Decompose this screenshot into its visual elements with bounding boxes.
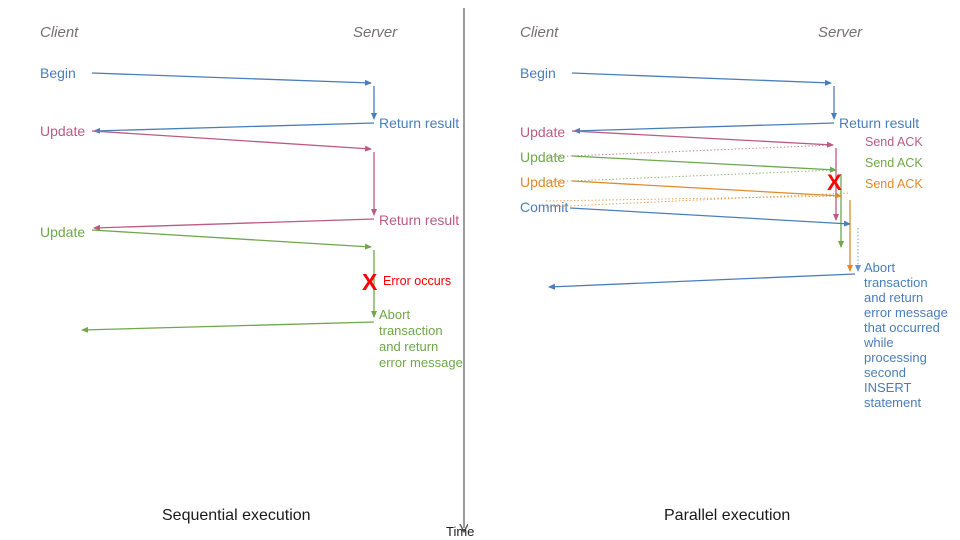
svg-text:Sequential execution: Sequential execution bbox=[162, 507, 311, 524]
svg-text:Begin: Begin bbox=[40, 65, 76, 81]
svg-text:Server: Server bbox=[818, 24, 863, 41]
svg-text:and return: and return bbox=[864, 290, 923, 305]
svg-text:Update: Update bbox=[40, 123, 85, 139]
svg-text:X: X bbox=[827, 170, 842, 195]
svg-text:Send ACK: Send ACK bbox=[865, 156, 923, 170]
svg-text:Commit: Commit bbox=[520, 199, 568, 215]
svg-text:Abort: Abort bbox=[379, 307, 410, 322]
svg-text:statement: statement bbox=[864, 395, 921, 410]
svg-text:Update: Update bbox=[520, 149, 565, 165]
svg-text:Send ACK: Send ACK bbox=[865, 135, 923, 149]
svg-text:error message: error message bbox=[864, 305, 948, 320]
svg-text:Return result: Return result bbox=[839, 115, 919, 131]
svg-text:Return result: Return result bbox=[379, 212, 459, 228]
svg-text:that occurred: that occurred bbox=[864, 320, 940, 335]
svg-text:and return: and return bbox=[379, 339, 438, 354]
svg-text:Server: Server bbox=[353, 24, 398, 41]
svg-text:transaction: transaction bbox=[864, 275, 928, 290]
svg-text:while: while bbox=[863, 335, 894, 350]
svg-text:second: second bbox=[864, 365, 906, 380]
svg-text:INSERT: INSERT bbox=[864, 380, 911, 395]
svg-text:Begin: Begin bbox=[520, 65, 556, 81]
svg-text:processing: processing bbox=[864, 350, 927, 365]
svg-text:Update: Update bbox=[40, 224, 85, 240]
svg-text:Return result: Return result bbox=[379, 115, 459, 131]
svg-text:Update: Update bbox=[520, 124, 565, 140]
svg-text:Time: Time bbox=[446, 524, 474, 539]
svg-text:Send ACK: Send ACK bbox=[865, 177, 923, 191]
svg-text:Update: Update bbox=[520, 174, 565, 190]
svg-text:Client: Client bbox=[40, 24, 79, 41]
svg-text:Client: Client bbox=[520, 24, 559, 41]
svg-text:Abort: Abort bbox=[864, 260, 895, 275]
svg-text:Parallel execution: Parallel execution bbox=[664, 507, 790, 524]
svg-text:error message: error message bbox=[379, 355, 463, 370]
svg-text:Error occurs: Error occurs bbox=[383, 274, 451, 288]
svg-text:transaction: transaction bbox=[379, 323, 443, 338]
svg-text:X: X bbox=[362, 269, 378, 295]
